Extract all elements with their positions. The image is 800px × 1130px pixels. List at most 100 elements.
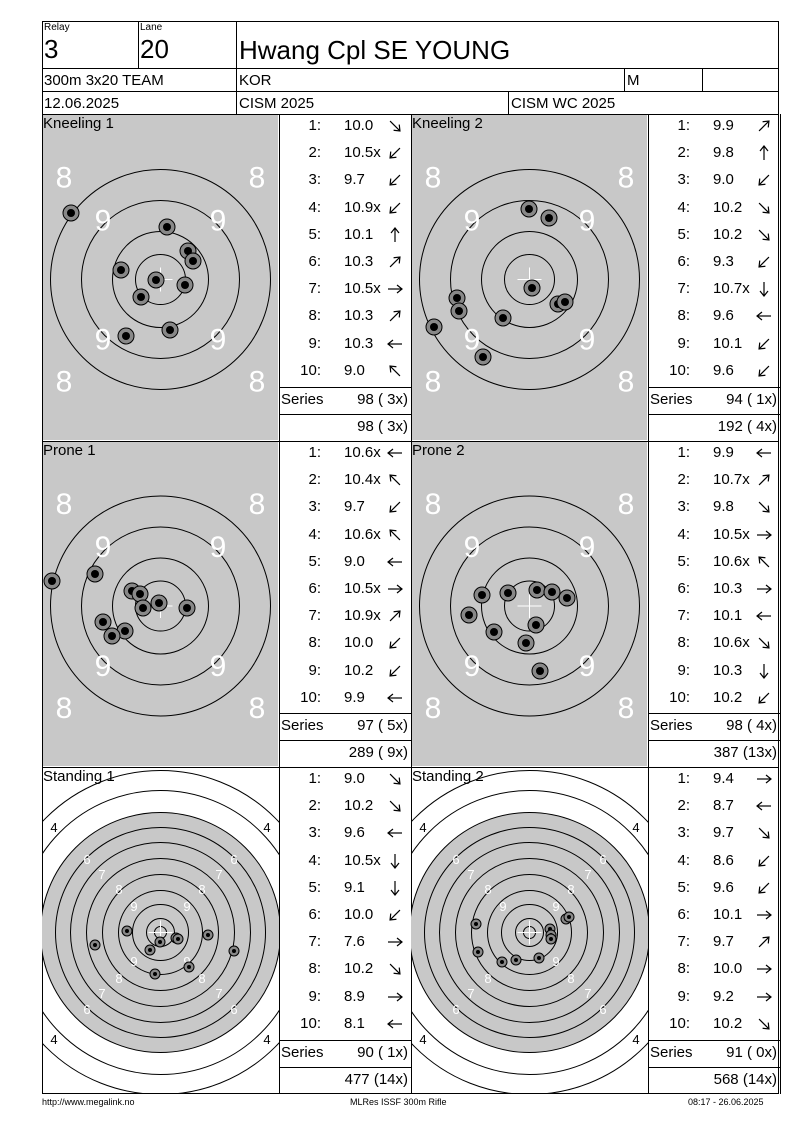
direction-arrow-icon [758, 175, 770, 187]
shot-mark [131, 585, 149, 603]
direction-arrow-icon [389, 365, 401, 377]
shot-number: 5: [677, 552, 690, 570]
running-total: 477 (14x) [344, 1071, 408, 1088]
direction-arrow-icon [389, 310, 401, 322]
shot-score: 9.9 [713, 444, 734, 461]
ring-label: 7 [215, 867, 222, 882]
shot-score: 10.2 [344, 960, 374, 978]
shot-mark [473, 586, 491, 604]
shot-score: 8.7 [713, 797, 734, 815]
ring-label: 9 [579, 323, 596, 356]
shot-number: 2: [677, 471, 690, 489]
shot-number: 9: [677, 661, 690, 679]
ring-label: 5 [68, 1016, 75, 1031]
shot-score: 9.2 [713, 987, 734, 1005]
ring-label: 5 [437, 1016, 444, 1031]
shot-number: 3: [308, 824, 321, 842]
shot-number: 4: [677, 198, 690, 216]
shot-mark [494, 309, 512, 327]
ring-label: 9 [499, 899, 506, 914]
direction-arrow-icon [389, 528, 401, 540]
direction-arrow-icon [389, 120, 401, 132]
shot-score: 7.6 [344, 933, 365, 951]
running-total: 192 ( 4x) [717, 418, 777, 435]
series-title: Kneeling 2 [412, 115, 483, 132]
series-score: 94 ( 1x) [726, 391, 777, 408]
ring-label: 6 [599, 1002, 606, 1017]
shot-mark [517, 634, 535, 652]
series-score: 90 ( 1x) [357, 1044, 408, 1061]
direction-arrow-icon [756, 801, 771, 811]
shot-number: 2: [308, 471, 321, 489]
shot-mark [86, 565, 104, 583]
direction-arrow-icon [389, 147, 401, 159]
ring-label: 4 [419, 1032, 426, 1047]
ring-label: 8 [56, 365, 73, 398]
ring-label: 8 [618, 365, 635, 398]
shot-score: 10.4x [344, 471, 381, 489]
relay-label: Relay [44, 22, 70, 33]
direction-arrow-icon [389, 175, 401, 187]
series-title: Standing 1 [43, 768, 115, 785]
shot-score: 8.1 [344, 1014, 365, 1032]
shot-score: 10.2 [713, 225, 743, 243]
shot-score: 10.2 [344, 661, 374, 679]
footer-url[interactable]: http://www.megalink.no [42, 1097, 135, 1107]
direction-arrow-icon [389, 964, 401, 976]
shot-score: 10.3 [344, 253, 374, 270]
shot-mark [161, 321, 179, 339]
ring-label: 9 [95, 650, 112, 683]
direction-arrow-icon [388, 992, 403, 1002]
target-panel: 8 88 89 99 9 [412, 115, 647, 440]
target-panel: 8 88 89 99 9 [412, 442, 647, 766]
shot-number: 6: [677, 253, 690, 270]
shot-number: 4: [677, 525, 690, 543]
header-divider [42, 91, 779, 92]
ring-label: 5 [614, 1016, 621, 1031]
shot-score: 10.3 [344, 334, 374, 352]
center-cross [517, 920, 542, 945]
shot-mark [176, 276, 194, 294]
shot-score: 9.6 [713, 361, 734, 379]
ring-label: 4 [50, 1032, 57, 1047]
ring-label: 9 [552, 899, 559, 914]
ring-label: 8 [567, 971, 574, 986]
series-score: 98 ( 3x) [357, 391, 408, 408]
shot-score: 9.1 [344, 878, 365, 896]
shot-mark [89, 939, 101, 951]
header-divider [624, 68, 625, 91]
direction-arrow-icon [757, 910, 772, 920]
ring-label: 6 [83, 852, 90, 867]
date: 12.06.2025 [44, 95, 120, 112]
shot-mark [150, 594, 168, 612]
shot-score: 10.7x [713, 280, 750, 298]
ring-label: 9 [464, 531, 481, 564]
ring-label: 8 [56, 488, 73, 521]
shot-mark [470, 918, 482, 930]
direction-arrow-icon [389, 909, 401, 921]
ring-label: 6 [452, 1002, 459, 1017]
shot-score: 9.8 [713, 498, 734, 516]
ring-label: 7 [467, 867, 474, 882]
direction-arrow-icon [758, 882, 770, 894]
shot-score: 8.6 [713, 851, 734, 869]
shot-number: 1: [677, 117, 690, 134]
ring-label: 9 [552, 954, 559, 969]
shot-score: 9.9 [344, 688, 365, 706]
shot-mark [499, 584, 517, 602]
ring-label: 7 [98, 867, 105, 882]
shot-mark [545, 933, 557, 945]
shot-score: 10.1 [344, 225, 374, 243]
direction-arrow-icon [388, 584, 403, 594]
shot-score: 9.0 [344, 770, 365, 787]
shot-number: 3: [677, 498, 690, 516]
shot-score: 10.2 [713, 198, 743, 216]
shot-number: 10: [300, 688, 321, 706]
direction-arrow-icon [389, 800, 401, 812]
scorecard-frame [42, 21, 779, 1094]
shot-score: 9.9 [713, 117, 734, 134]
ring-label: 5 [437, 836, 444, 851]
footer-timestamp: 08:17 - 26.06.2025 [688, 1097, 764, 1107]
direction-arrow-icon [390, 853, 400, 869]
direction-arrow-icon [756, 611, 771, 621]
